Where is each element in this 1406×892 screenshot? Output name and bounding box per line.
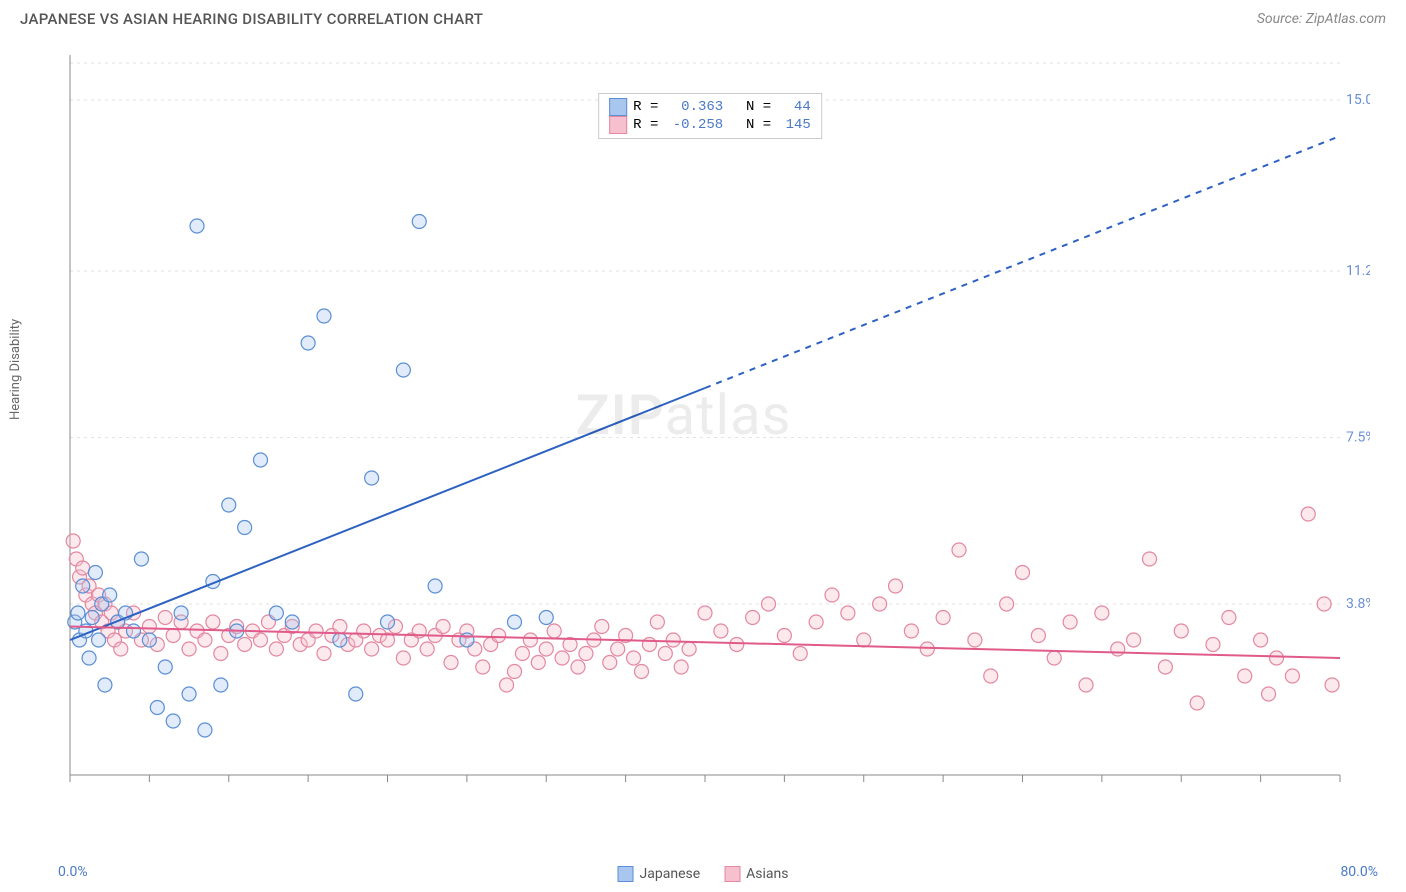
legend-label: Japanese [640,866,701,882]
series-legend: Japanese Asians [618,866,789,882]
series-swatch [609,116,627,134]
chart-title: JAPANESE VS ASIAN HEARING DISABILITY COR… [20,10,483,28]
svg-text:15.0%: 15.0% [1346,92,1370,108]
stat-r-label: R = [633,117,667,133]
legend-swatch [724,866,740,882]
stat-n-label: N = [729,99,779,115]
legend-label: Asians [746,866,788,882]
correlation-stats-box: R = 0.363 N = 44R = -0.258 N = 145 [598,93,822,139]
scatter-chart: 3.8% 7.5% 11.2% 15.0% [50,45,1370,815]
svg-text:3.8%: 3.8% [1346,596,1370,612]
svg-text:11.2%: 11.2% [1346,263,1370,279]
stat-n-label: N = [729,117,779,133]
source-attribution: Source: ZipAtlas.com [1257,11,1386,27]
legend-item: Asians [724,866,788,882]
legend-swatch [618,866,634,882]
svg-text:7.5%: 7.5% [1346,430,1370,446]
x-max-label: 80.0% [1340,864,1378,880]
stat-r-value: 0.363 [673,99,723,115]
stat-r-label: R = [633,99,667,115]
x-min-label: 0.0% [58,864,88,880]
stat-r-value: -0.258 [673,117,723,133]
stats-row: R = 0.363 N = 44 [609,98,811,116]
y-axis-label: Hearing Disability [8,319,23,420]
legend-item: Japanese [618,866,701,882]
stats-row: R = -0.258 N = 145 [609,116,811,134]
series-swatch [609,98,627,116]
chart-header: JAPANESE VS ASIAN HEARING DISABILITY COR… [0,0,1406,28]
stat-n-value: 145 [786,117,811,133]
stat-n-value: 44 [786,99,811,115]
chart-container: 3.8%7.5%11.2%15.0% ZIPatlas R = 0.363 N … [50,45,1370,815]
